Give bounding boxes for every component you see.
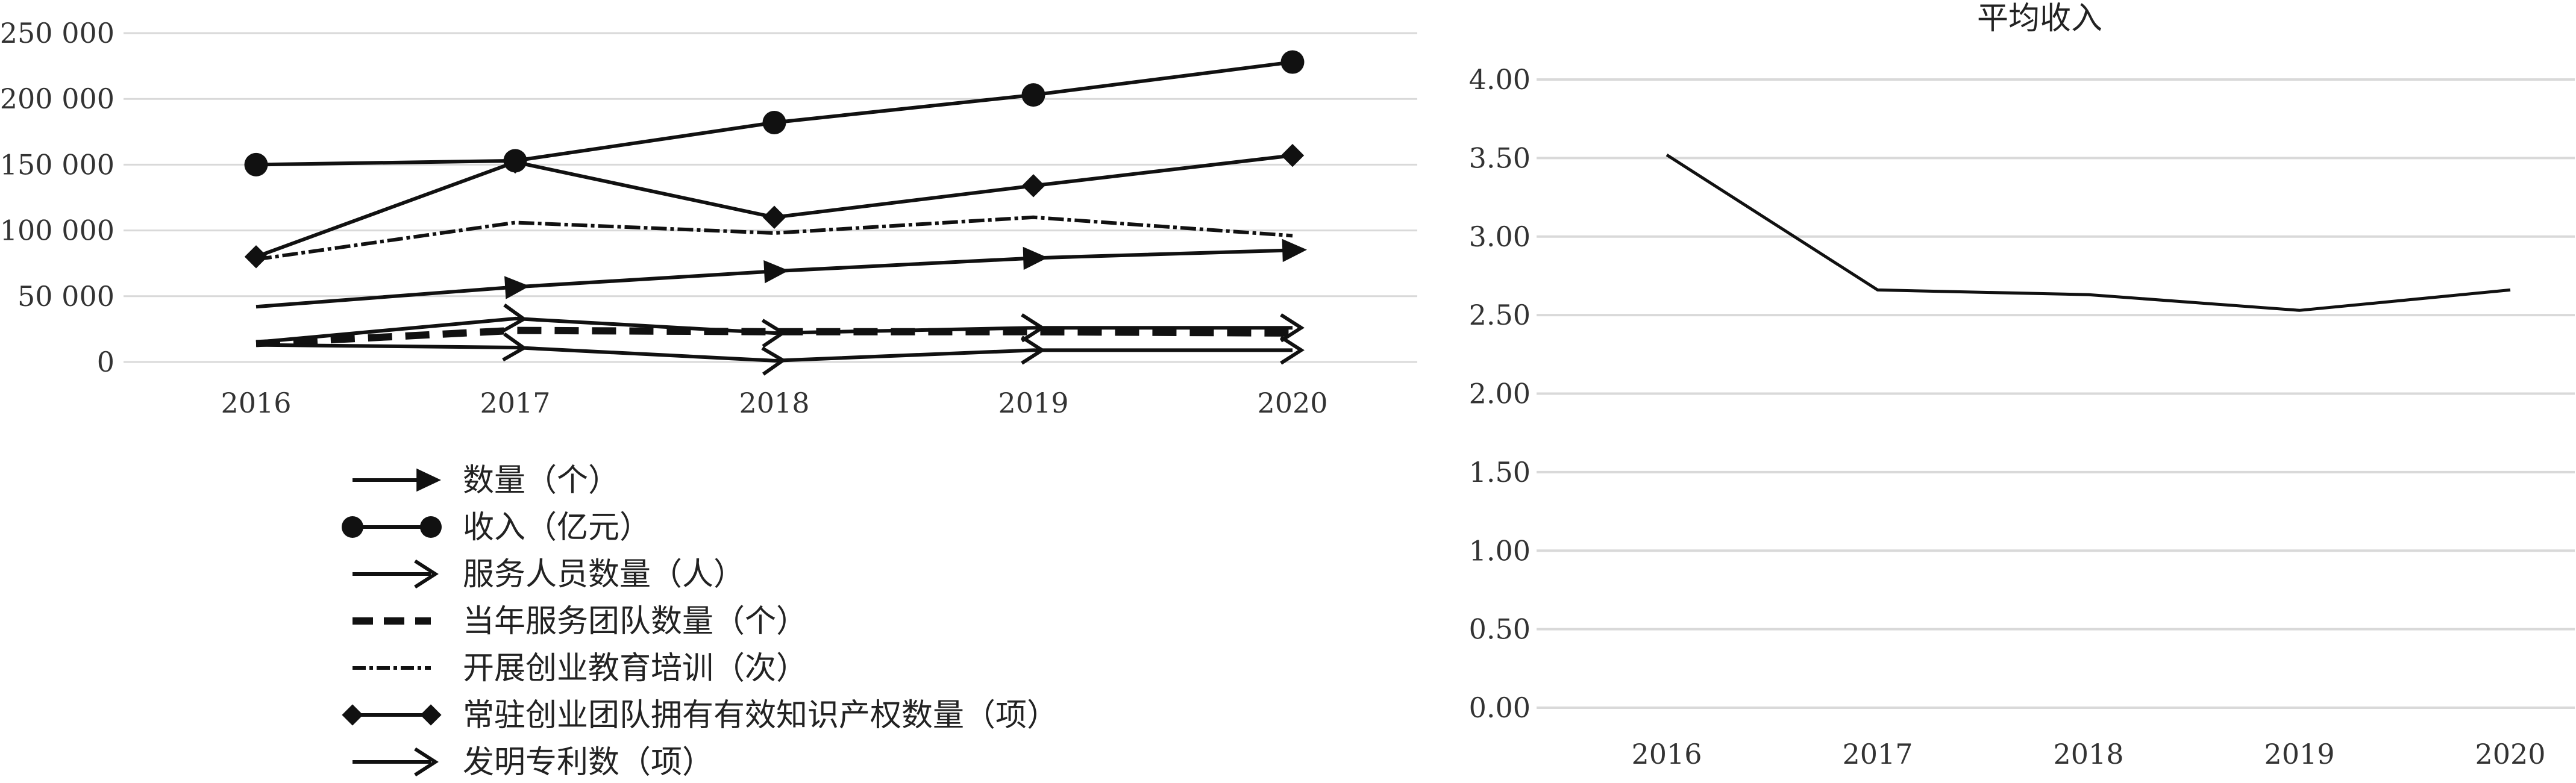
right-gridlines xyxy=(1537,78,2575,709)
legend-label: 开展创业教育培训（次） xyxy=(463,650,807,687)
left-x-tick-label: 2020 xyxy=(1257,387,1327,419)
series-line xyxy=(255,215,1293,261)
legend-label: 服务人员数量（人） xyxy=(463,557,745,593)
right-y-tick-label: 0.50 xyxy=(1469,613,1531,646)
series-4 xyxy=(255,326,1293,348)
legend-label: 当年服务团队数量（个） xyxy=(463,604,807,640)
arrow-marker xyxy=(763,260,789,284)
series-3 xyxy=(255,303,1305,348)
right-x-tick-labels: 2016 2017 2018 2019 2020 xyxy=(1631,738,2545,770)
left-y-tick-labels: 0 50 000 100 000 150 000 200 000 250 000 xyxy=(0,17,114,378)
left-y-tick-label: 50 000 xyxy=(17,280,114,313)
right-y-tick-label: 2.00 xyxy=(1469,378,1531,410)
average-income-line xyxy=(1666,154,2511,312)
left-x-tick-labels: 2016 2017 2018 2019 2020 xyxy=(221,387,1327,419)
left-x-tick-label: 2018 xyxy=(739,387,809,419)
series-line xyxy=(255,326,1293,348)
right-y-tick-label: 2.50 xyxy=(1469,299,1531,331)
right-x-tick-label: 2016 xyxy=(1631,738,1702,770)
right-series-group xyxy=(1666,154,2511,312)
series-7 xyxy=(255,332,1305,376)
right-y-tick-label: 1.50 xyxy=(1469,456,1531,488)
right-x-tick-label: 2018 xyxy=(2053,738,2123,770)
diamond-marker xyxy=(244,245,268,269)
open-arrow-marker xyxy=(502,303,527,333)
diamond-marker xyxy=(342,704,363,726)
left-series-group xyxy=(244,50,1307,376)
circle-marker xyxy=(1280,50,1305,74)
left-y-tick-label: 0 xyxy=(97,346,114,378)
right-y-tick-label: 0.00 xyxy=(1469,691,1531,724)
left-y-tick-label: 200 000 xyxy=(0,83,114,115)
circle-marker xyxy=(342,516,363,538)
legend-label: 数量（个） xyxy=(463,463,619,499)
diamond-marker xyxy=(762,205,786,229)
left-gridlines xyxy=(124,32,1417,363)
series-line xyxy=(255,248,1293,309)
arrow-marker xyxy=(504,276,530,299)
arrow-marker xyxy=(1282,239,1307,263)
open-arrow-marker xyxy=(761,346,786,376)
right-y-tick-label: 3.00 xyxy=(1469,220,1531,253)
legend-item: 开展创业教育培训（次） xyxy=(353,650,807,687)
left-y-tick-label: 150 000 xyxy=(0,148,114,181)
right-y-tick-labels: 0.00 0.50 1.00 1.50 2.00 2.50 3.00 3.50 4.00 xyxy=(1469,63,1531,724)
right-y-tick-label: 4.00 xyxy=(1469,63,1531,96)
right-x-tick-label: 2019 xyxy=(2264,738,2334,770)
chart-title: 平均收入 xyxy=(1977,1,2102,37)
series-line xyxy=(255,343,1293,363)
right-x-tick-label: 2017 xyxy=(1842,738,1913,770)
right-y-tick-label: 3.50 xyxy=(1469,142,1531,174)
circle-marker xyxy=(762,111,786,135)
arrow-marker xyxy=(1023,246,1048,270)
diamond-marker xyxy=(420,704,442,726)
open-arrow-marker xyxy=(414,747,439,777)
open-arrow-marker xyxy=(502,332,527,362)
open-arrow-marker xyxy=(1280,335,1305,365)
legend: 数量（个） 收入（亿元） 服务人员数量（人） 当年服务团队数量（个） 开展创业教育培训（… xyxy=(342,463,1058,781)
legend-item: 服务人员数量（人） xyxy=(353,557,745,593)
right-y-tick-label: 1.00 xyxy=(1469,534,1531,567)
diamond-marker xyxy=(1280,143,1305,167)
series-6 xyxy=(244,143,1305,269)
left-x-tick-label: 2017 xyxy=(480,387,550,419)
left-x-tick-label: 2016 xyxy=(221,387,291,419)
series-1 xyxy=(255,239,1307,309)
legend-label: 常驻创业团队拥有有效知识产权数量（项） xyxy=(463,697,1058,734)
legend-label: 发明专利数（项） xyxy=(463,744,713,781)
diamond-marker xyxy=(1021,174,1045,198)
series-2 xyxy=(244,50,1305,176)
average-income-chart: 平均收入 0.00 0.50 1.00 1.50 2.00 2.50 3.00 3.50 4.0… xyxy=(1469,1,2575,770)
legend-item: 当年服务团队数量（个） xyxy=(353,604,807,640)
open-arrow-marker xyxy=(1021,313,1045,343)
legend-item: 收入（亿元） xyxy=(342,510,651,546)
circle-marker xyxy=(244,152,268,176)
circle-marker xyxy=(420,516,442,538)
open-arrow-marker xyxy=(414,559,439,589)
legend-item: 发明专利数（项） xyxy=(353,744,713,781)
right-x-tick-label: 2020 xyxy=(2475,738,2545,770)
open-arrow-marker xyxy=(1021,335,1045,365)
left-y-tick-label: 250 000 xyxy=(0,17,114,49)
series-5 xyxy=(255,215,1293,261)
legend-label: 收入（亿元） xyxy=(463,510,651,546)
legend-item: 常驻创业团队拥有有效知识产权数量（项） xyxy=(342,697,1058,734)
diamond-marker xyxy=(503,150,527,174)
circle-marker xyxy=(1021,83,1045,107)
main-line-chart: 0 50 000 100 000 150 000 200 000 250 000 2016… xyxy=(0,17,1417,781)
left-y-tick-label: 100 000 xyxy=(0,214,114,247)
legend-item: 数量（个） xyxy=(353,463,619,499)
series-line xyxy=(255,316,1293,345)
left-x-tick-label: 2019 xyxy=(998,387,1068,419)
arrow-marker xyxy=(416,468,441,492)
